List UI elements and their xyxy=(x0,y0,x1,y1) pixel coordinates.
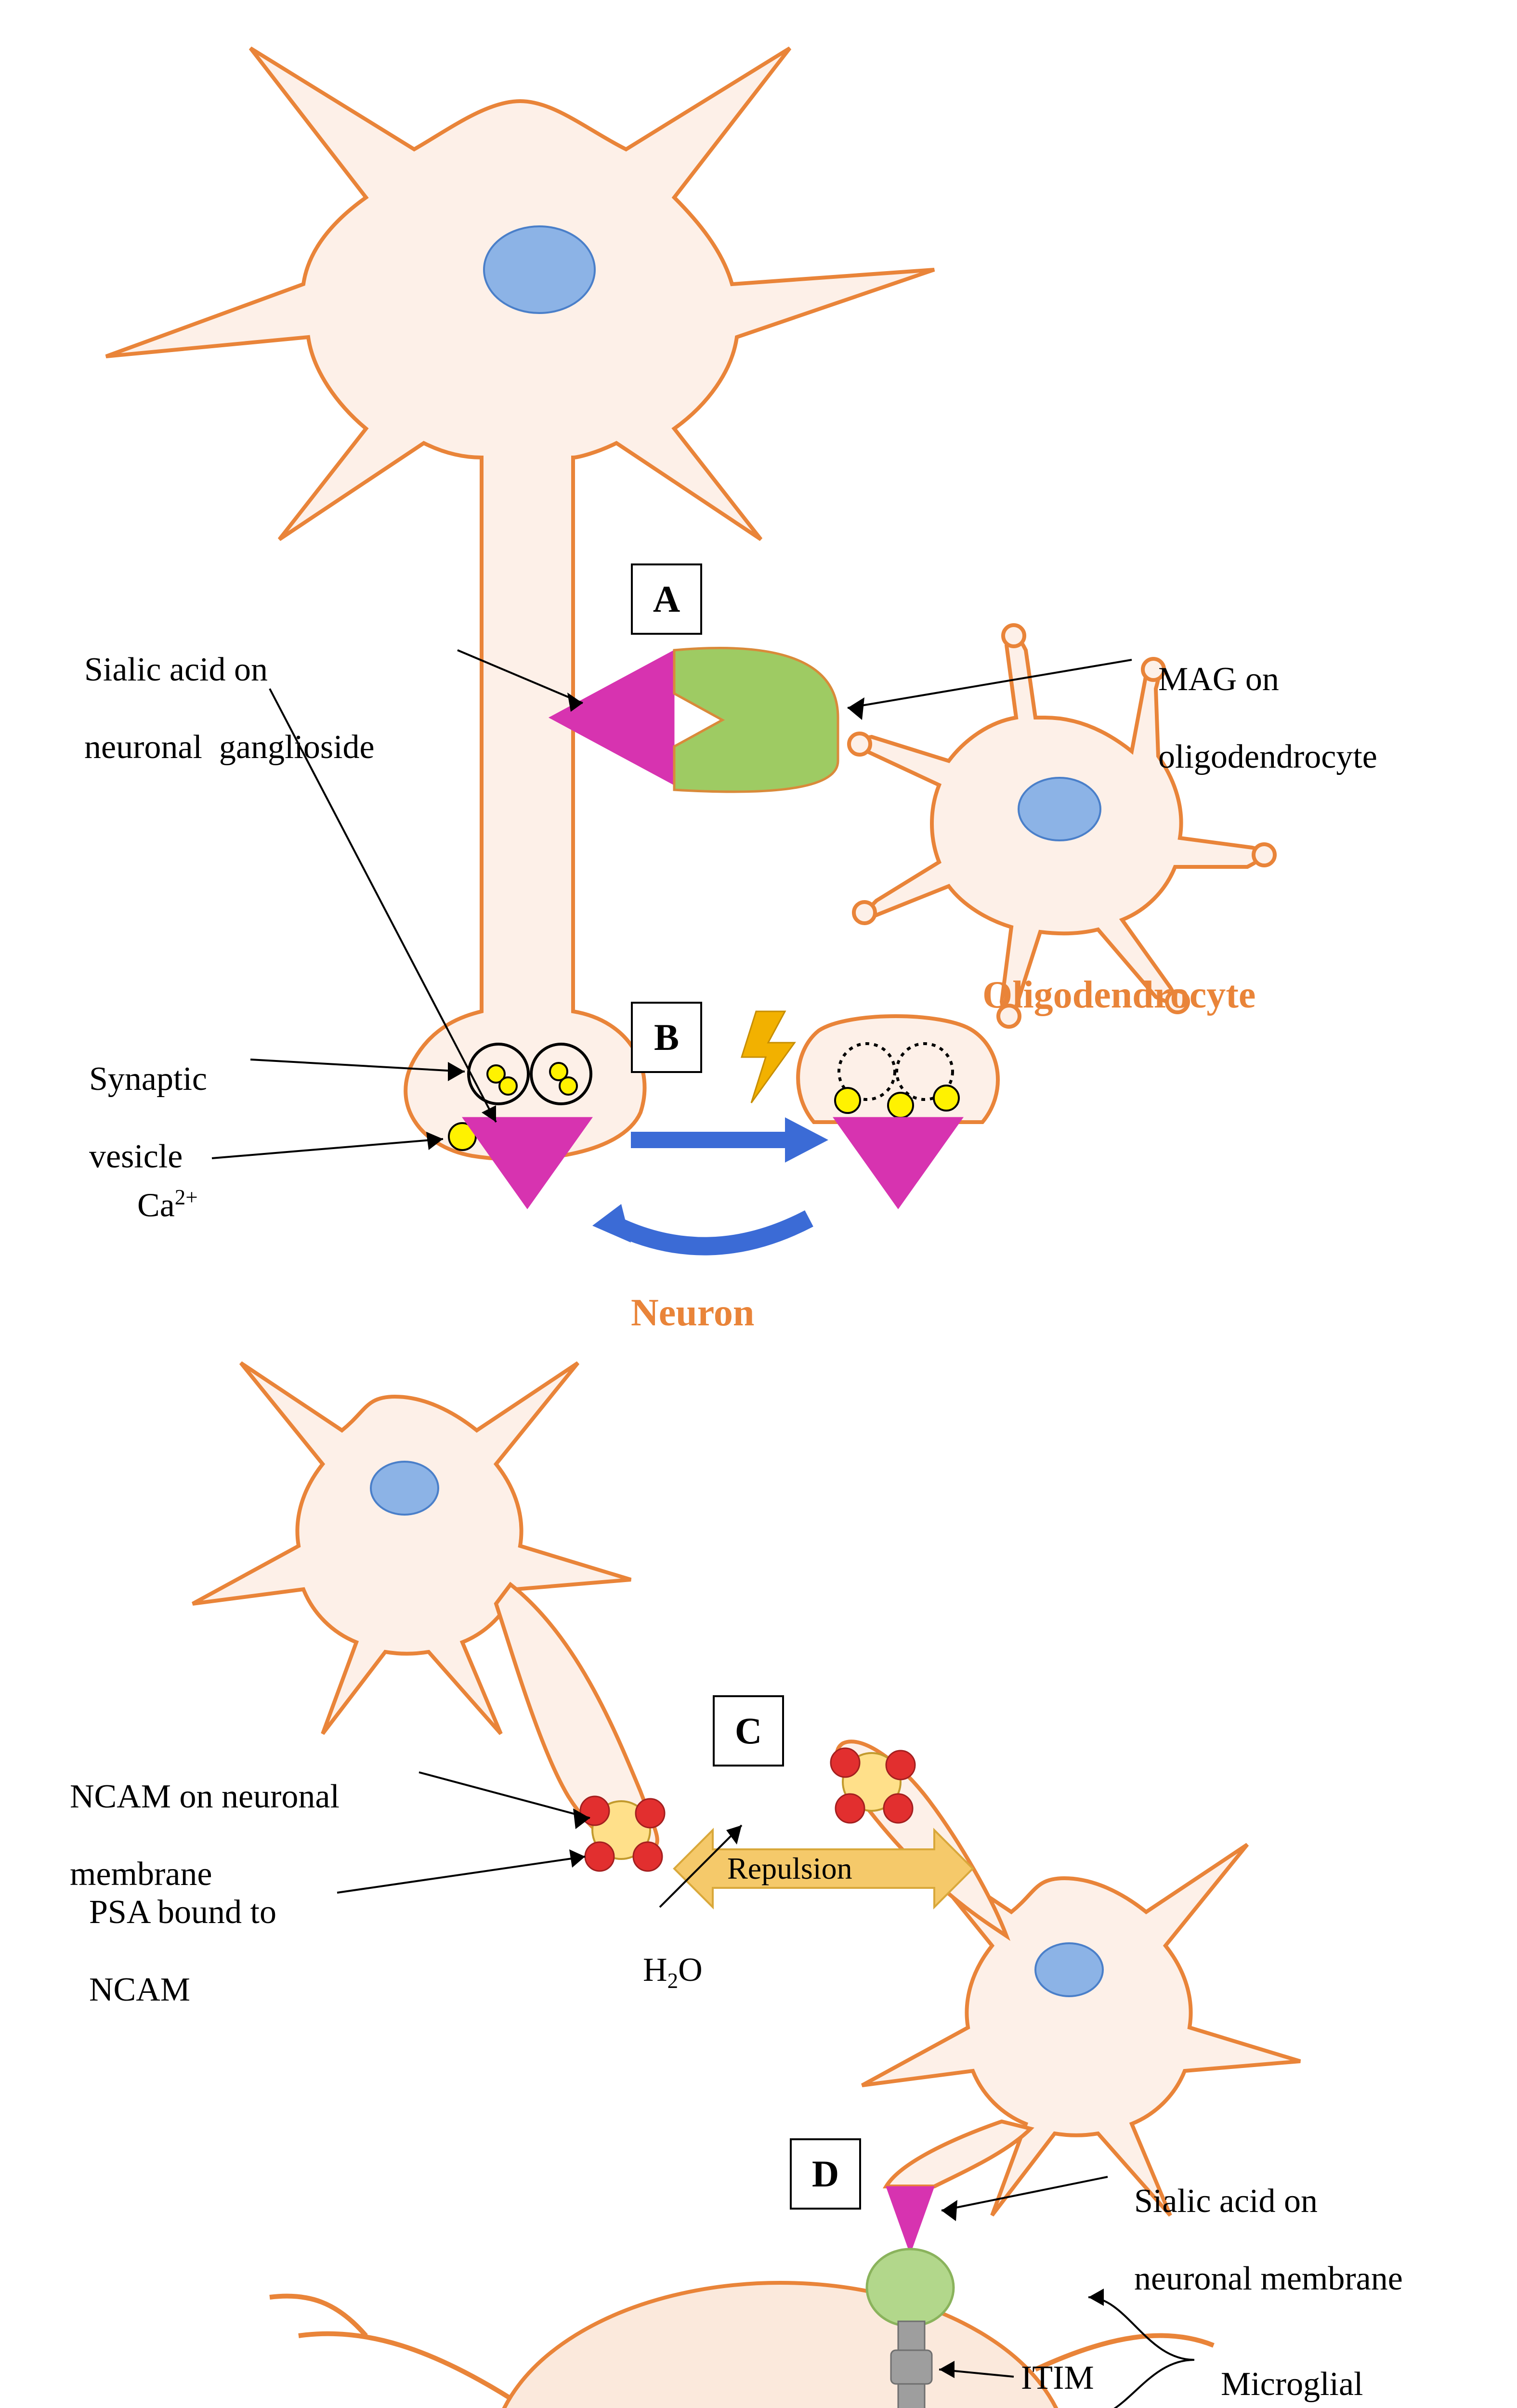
panel-marker-C: C xyxy=(713,1695,784,1767)
panel-D-label: D xyxy=(812,2152,839,2196)
panel-marker-D: D xyxy=(790,2138,861,2210)
siglec-head xyxy=(867,2249,954,2326)
blue-arrows xyxy=(592,1117,828,1246)
panel-B-label: B xyxy=(654,1016,679,1059)
microglial-siglec-label: Microglial Siglec xyxy=(1204,2326,1363,2408)
ca2-label: Ca2+ xyxy=(120,1146,198,1225)
panel-A-label: A xyxy=(653,577,680,621)
ca2-base: Ca xyxy=(137,1187,175,1224)
synapse-right-terminal xyxy=(798,1016,998,1209)
h2o-sub: 2 xyxy=(667,1969,679,1993)
diagram-canvas: A B C D Oligodendrocyte Neuron Microglia… xyxy=(0,0,1517,2408)
panel-C-label: C xyxy=(735,1709,762,1753)
sialic-ganglioside-label: Sialic acid on neuronal ganglioside xyxy=(67,612,375,767)
neuron-label: Neuron xyxy=(631,1291,754,1335)
mag-l2: oligodendrocyte xyxy=(1158,738,1377,775)
sialic-triangle-D xyxy=(886,2186,934,2254)
h2o-label: H2O xyxy=(626,1912,703,1993)
panel-marker-A: A xyxy=(631,563,702,635)
sialic-ganglioside-l2: neuronal ganglioside xyxy=(84,729,375,766)
oligodendrocyte-label: Oligodendrocyte xyxy=(982,973,1255,1017)
sialic-membrane-label: Sialic acid on neuronal membrane xyxy=(1117,2143,1403,2298)
sialic-membrane-l2: neuronal membrane xyxy=(1134,2260,1403,2297)
mag-l1: MAG on xyxy=(1158,661,1279,698)
itim-region xyxy=(891,2350,932,2384)
synaptic-l1: Synaptic xyxy=(89,1060,207,1098)
neuron-top xyxy=(106,48,934,1159)
sialic-ganglioside-l1: Sialic acid on xyxy=(84,651,268,688)
panel-marker-B: B xyxy=(631,1002,702,1073)
microglial-siglec-l1: Microglial xyxy=(1221,2366,1363,2403)
h2o-o: O xyxy=(678,1951,703,1989)
lightning-icon xyxy=(742,1011,795,1103)
itim-label: ITIM xyxy=(1021,2359,1094,2398)
ca2-sup: 2+ xyxy=(175,1185,198,1209)
mag-label: MAG on oligodendrocyte xyxy=(1141,621,1377,776)
ncam-l1: NCAM on neuronal xyxy=(70,1778,340,1815)
psa-l1: PSA bound to xyxy=(89,1894,276,1931)
sialic-membrane-l1: Sialic acid on xyxy=(1134,2183,1318,2220)
diagram-svg xyxy=(0,0,1517,2408)
mag-receptor xyxy=(674,648,838,792)
psa-l2: NCAM xyxy=(89,1971,190,2008)
h2o-h: H xyxy=(643,1951,667,1989)
psa-label: PSA bound to NCAM xyxy=(72,1854,276,2009)
repulsion-label: Repulsion xyxy=(727,1851,852,1886)
